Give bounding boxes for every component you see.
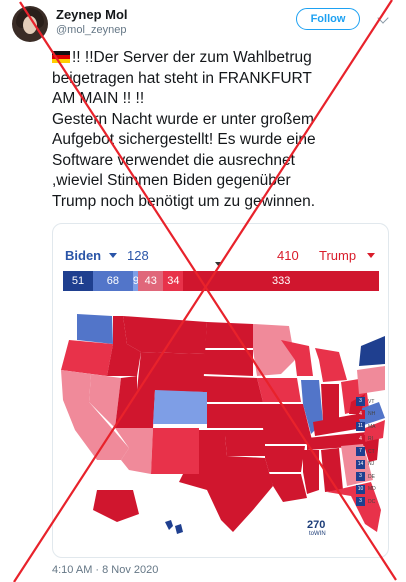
tweet-line: Gestern Nacht wurde er unter großem [52,110,314,128]
state-ar [265,446,305,472]
tweet-line-text: !! !!Der Server der zum Wahlbetrug [72,49,312,66]
legend-row: 3 VT [356,396,388,407]
legend-row: 11 MA [356,421,388,432]
legend-state-abbr: NH [368,411,376,417]
trump-label: Trump [319,248,357,263]
tweet-image[interactable]: Biden 128 410 Trump 516894334333 [52,223,389,558]
caret-down-icon [367,253,375,258]
state-ne [203,376,263,402]
tweet-line: !! !!Der Server der zum Wahlbetrug [52,48,396,69]
author-name[interactable]: Zeynep Mol [56,7,128,22]
270towin-logo-text: toWIN [309,531,326,537]
state-wa [77,314,113,344]
ev-segment: 43 [138,271,164,291]
legend-state-abbr: MD [368,486,376,492]
state-or [61,340,113,376]
ev-segment: 333 [183,271,379,291]
state-in [321,384,339,422]
legend-state-abbr: NJ [368,461,375,467]
legend-state-abbr: VT [368,398,375,405]
caret-down-icon [109,253,117,258]
state-hi-2 [175,524,183,534]
small-states-legend: 3 VT 4 NH 11 MA 4 RI 7 CT 14 NJ 3 DE 10 MD 3 DC [356,396,388,509]
legend-ev-box: 3 [356,497,365,506]
us-electoral-map [61,314,385,534]
legend-row: 3 DE [356,471,388,482]
state-nm [151,428,199,474]
biden-total: 128 [127,248,149,263]
legend-ev-box: 3 [356,397,365,406]
legend-ev-box: 4 [356,434,365,444]
state-la [269,474,307,502]
state-ak [93,490,139,522]
legend-ev-box: 10 [356,484,365,494]
state-wy [137,352,205,392]
legend-state-abbr: DE [368,473,375,480]
biden-label: Biden [65,248,102,263]
legend-state-abbr: DC [368,498,376,505]
author-handle[interactable]: @mol_zeynep [56,24,127,36]
state-ny [359,336,385,366]
state-pa [357,366,385,394]
270towin-logo: 270 [307,519,326,531]
state-ms [303,450,319,494]
follow-button[interactable]: Follow [296,8,360,30]
state-co [153,390,207,424]
state-al [321,448,343,492]
state-hi [165,520,173,530]
legend-row: 4 RI [356,434,388,445]
state-nd [205,322,253,348]
state-mt [123,316,207,354]
legend-state-abbr: MA [368,423,376,430]
germany-flag-icon [52,51,70,63]
legend-ev-box: 14 [356,459,365,469]
state-ks [207,404,263,428]
ev-segment: 51 [63,271,93,291]
state-ia [257,378,301,402]
legend-row: 3 DC [356,496,388,507]
state-mi [315,348,347,382]
state-sd [203,350,253,376]
legend-ev-box: 11 [356,422,365,431]
avatar[interactable] [12,6,48,42]
tweet-line: Trump noch benötigt um zu gewinnen. [52,192,316,210]
avatar-face [23,16,37,34]
legend-row: 10 MD [356,484,388,495]
legend-row: 7 CT [356,446,388,457]
legend-ev-box: 4 [356,409,365,419]
legend-ev-box: 3 [356,472,365,481]
legend-state-abbr: RI [368,436,373,442]
tweet-line: beigetragen hat steht in FRANKFURT [52,69,312,87]
legend-row: 4 NH [356,409,388,420]
tweet-timestamp[interactable]: 4:10 AM · 8 Nov 2020 [52,564,159,576]
electoral-vote-bar: 516894334333 [63,271,379,291]
majority-marker-icon [215,262,223,267]
legend-row: 14 NJ [356,459,388,470]
ev-segment: 68 [92,271,133,291]
legend-state-abbr: CT [368,448,375,455]
tweet-line: Aufgebot sichergestellt! Es wurde eine [52,131,316,148]
tweet-line: AM MAIN !! !! [52,90,145,107]
legend-ev-box: 7 [356,447,365,456]
ev-segment: 34 [163,271,184,291]
trump-total: 410 [277,248,299,263]
tweet-text: !! !!Der Server der zum Wahlbetrug beige… [52,48,396,212]
tweet-line: ,wieviel Stimmen Biden gegenüber [52,172,291,189]
tweet-line: Software verwendet die ausrechnet [52,151,295,169]
chevron-down-icon[interactable] [377,12,389,24]
